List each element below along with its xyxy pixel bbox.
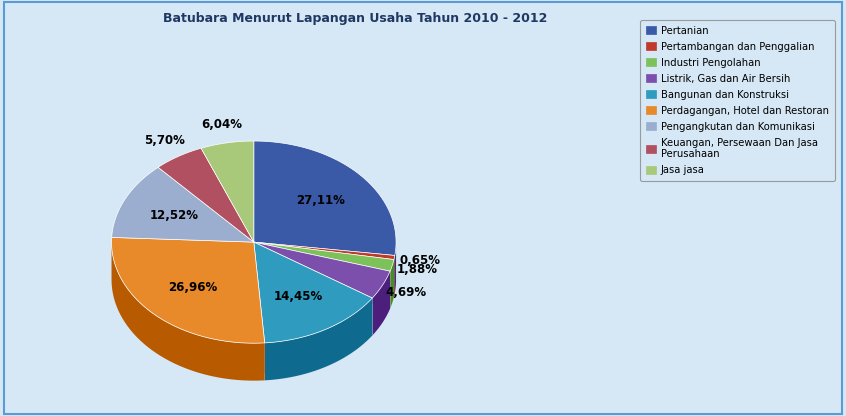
Polygon shape — [254, 242, 390, 309]
Polygon shape — [254, 242, 394, 271]
Text: 6,04%: 6,04% — [201, 119, 243, 131]
Polygon shape — [265, 298, 372, 380]
Polygon shape — [112, 243, 265, 381]
Polygon shape — [254, 242, 390, 298]
Polygon shape — [254, 242, 394, 297]
Polygon shape — [112, 167, 254, 242]
Polygon shape — [372, 271, 390, 335]
Polygon shape — [254, 242, 265, 380]
Text: 1,88%: 1,88% — [397, 263, 437, 276]
Polygon shape — [254, 141, 396, 255]
Polygon shape — [254, 242, 265, 380]
Text: 4,69%: 4,69% — [385, 286, 426, 299]
Polygon shape — [254, 242, 395, 293]
Polygon shape — [395, 244, 396, 293]
Polygon shape — [254, 242, 372, 343]
Polygon shape — [201, 141, 254, 242]
Text: 5,70%: 5,70% — [145, 134, 185, 147]
Text: 26,96%: 26,96% — [168, 281, 217, 294]
Polygon shape — [112, 238, 265, 343]
Text: Batubara Menurut Lapangan Usaha Tahun 2010 - 2012: Batubara Menurut Lapangan Usaha Tahun 20… — [163, 12, 547, 25]
Polygon shape — [254, 242, 372, 335]
Text: 0,65%: 0,65% — [399, 254, 440, 267]
Polygon shape — [390, 260, 394, 309]
Polygon shape — [254, 242, 372, 335]
Polygon shape — [254, 242, 395, 293]
Polygon shape — [254, 242, 390, 309]
Polygon shape — [254, 242, 394, 297]
Text: 12,52%: 12,52% — [150, 209, 199, 222]
Text: 27,11%: 27,11% — [296, 194, 344, 207]
Polygon shape — [394, 255, 395, 297]
Polygon shape — [158, 148, 254, 242]
Polygon shape — [254, 242, 395, 260]
Text: 14,45%: 14,45% — [274, 290, 323, 303]
Legend: Pertanian, Pertambangan dan Penggalian, Industri Pengolahan, Listrik, Gas dan Ai: Pertanian, Pertambangan dan Penggalian, … — [640, 20, 834, 181]
